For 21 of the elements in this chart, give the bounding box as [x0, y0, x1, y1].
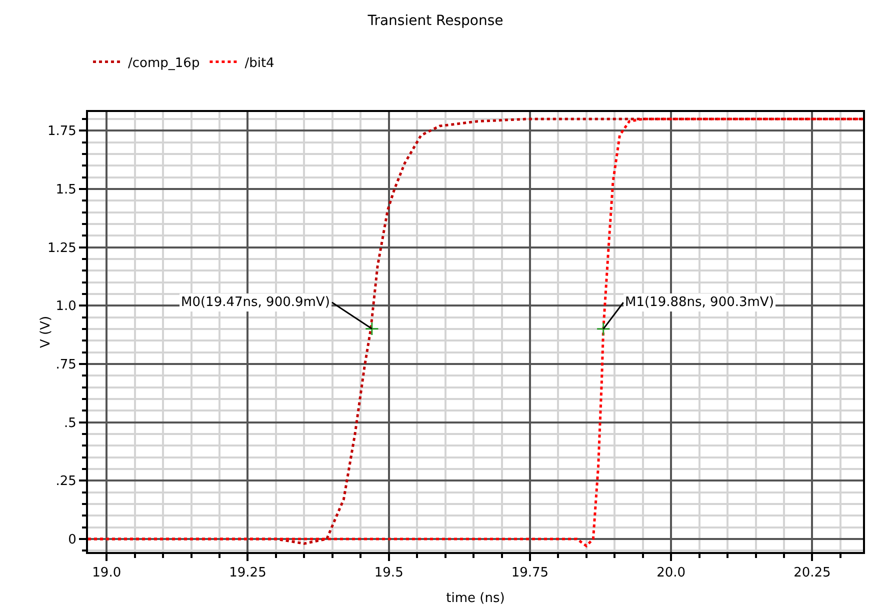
y-tick-label: .5	[64, 416, 76, 431]
y-axis-title: V (V)	[38, 316, 54, 348]
y-tick-label: .75	[56, 358, 76, 373]
x-tick-label: 20.0	[656, 566, 686, 581]
x-tick-label: 19.0	[92, 566, 122, 581]
x-tick-label: 19.75	[511, 566, 549, 581]
y-tick-label: 1.75	[47, 124, 76, 140]
chart-title: Transient Response	[366, 13, 504, 30]
x-tick-label: 19.5	[374, 566, 404, 581]
x-tick-label: 19.25	[229, 566, 266, 581]
legend-label: /bit4	[244, 56, 274, 71]
annotation: M0(19.47ns, 900.9mV)	[181, 295, 330, 310]
x-tick-label: 20.25	[794, 566, 831, 581]
y-tick-label: 1.25	[47, 240, 76, 256]
legend-label: /comp_16p	[128, 56, 200, 71]
y-tick-label: 0	[68, 532, 76, 548]
x-axis-title: time (ns)	[446, 591, 505, 606]
y-tick-label: .25	[56, 474, 76, 490]
annotation: M1(19.88ns, 900.3mV)	[625, 295, 774, 310]
y-tick-label: 1.0	[56, 299, 76, 314]
y-tick-label: 1.5	[56, 182, 76, 198]
